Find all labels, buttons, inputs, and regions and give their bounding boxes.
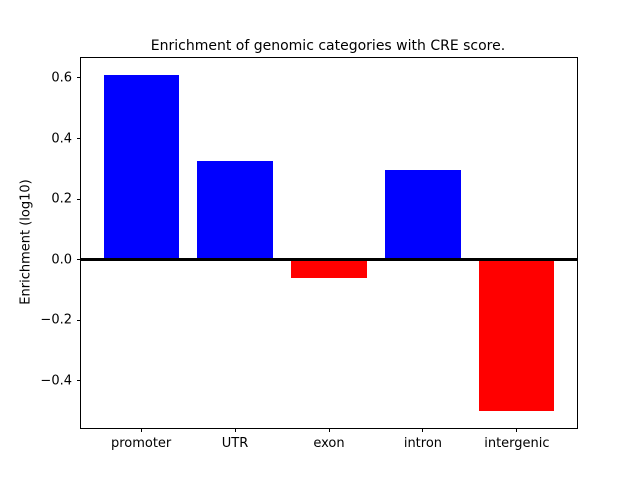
y-tick-label-−0.4: −0.4 (40, 373, 72, 389)
y-tick-label-0.2: 0.2 (51, 191, 72, 207)
bar-intron (385, 170, 461, 260)
x-tick-mark-intergenic (516, 428, 518, 432)
y-tick-mark-0.0 (77, 259, 81, 261)
zero-line (81, 258, 577, 262)
y-axis-label: Enrichment (log10) (18, 179, 34, 305)
y-tick-mark-−0.2 (77, 319, 81, 321)
y-tick-label-0.6: 0.6 (51, 70, 72, 86)
y-tick-label-−0.2: −0.2 (40, 312, 72, 328)
y-tick-label-0.4: 0.4 (51, 131, 72, 147)
x-tick-mark-UTR (234, 428, 236, 432)
bar-UTR (197, 161, 273, 260)
plot-area: promoter UTR exon intron intergenic 0.6 0.4 0.2… (40, 57, 578, 451)
x-tick-mark-exon (328, 428, 330, 432)
y-tick-label-0.0: 0.0 (51, 252, 72, 268)
x-tick-label-UTR: UTR (221, 436, 249, 451)
chart-title: Enrichment of genomic categories with CR… (150, 38, 506, 54)
x-tick-mark-promoter (140, 428, 142, 432)
x-tick-label-promoter: promoter (110, 436, 172, 451)
x-tick-label-intergenic: intergenic (484, 436, 550, 451)
y-tick-mark-0.2 (77, 198, 81, 200)
bar-intergenic (479, 259, 555, 412)
x-tick-label-intron: intron (403, 436, 443, 451)
bar-promoter (103, 74, 179, 260)
y-tick-mark-0.6 (77, 77, 81, 79)
y-tick-mark-0.4 (77, 138, 81, 140)
x-tick-label-exon: exon (313, 436, 345, 451)
x-tick-mark-intron (422, 428, 424, 432)
y-tick-mark-−0.4 (77, 380, 81, 382)
bar-exon (291, 259, 367, 278)
